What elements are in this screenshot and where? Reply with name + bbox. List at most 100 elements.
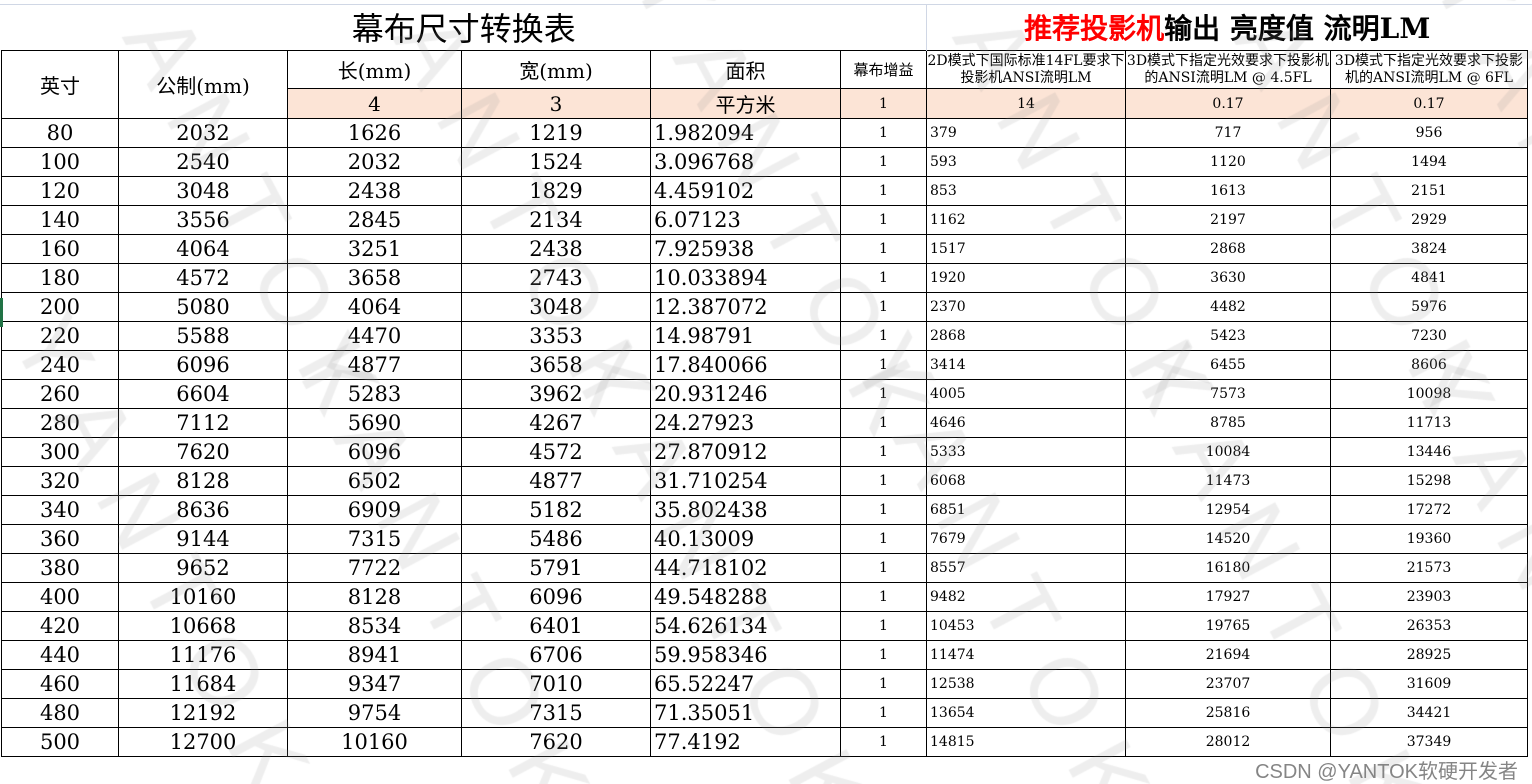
header-area[interactable]: 面积 xyxy=(650,50,841,89)
cell-lumens-3d-4.5fl[interactable]: 16180 xyxy=(1125,553,1331,583)
cell-gain[interactable]: 1 xyxy=(840,553,927,583)
cell-width[interactable]: 6706 xyxy=(461,640,651,670)
cell-area[interactable]: 27.870912 xyxy=(650,437,841,467)
cell-lumens-3d-6fl[interactable]: 21573 xyxy=(1330,553,1528,583)
cell-length[interactable]: 5690 xyxy=(287,408,462,438)
cell-area[interactable]: 17.840066 xyxy=(650,350,841,380)
header-3d-lumens-6fl[interactable]: 3D模式下指定光效要求下投影机的ANSI流明LM @ 6FL xyxy=(1330,50,1528,89)
cell-gain[interactable]: 1 xyxy=(840,669,927,699)
cell-area[interactable]: 71.35051 xyxy=(650,698,841,728)
cell-metric[interactable]: 3048 xyxy=(118,176,288,206)
cell-inch[interactable]: 180 xyxy=(1,263,119,293)
cell-length[interactable]: 2438 xyxy=(287,176,462,206)
cell-area[interactable]: 24.27923 xyxy=(650,408,841,438)
cell-lumens-3d-4.5fl[interactable]: 8785 xyxy=(1125,408,1331,438)
param-area-unit[interactable]: 平方米 xyxy=(650,88,841,119)
cell-lumens-2d[interactable]: 4005 xyxy=(926,379,1126,409)
cell-width[interactable]: 7315 xyxy=(461,698,651,728)
cell-width[interactable]: 4267 xyxy=(461,408,651,438)
cell-area[interactable]: 65.52247 xyxy=(650,669,841,699)
cell-lumens-2d[interactable]: 12538 xyxy=(926,669,1126,699)
cell-metric[interactable]: 7620 xyxy=(118,437,288,467)
cell-inch[interactable]: 320 xyxy=(1,466,119,496)
cell-length[interactable]: 2032 xyxy=(287,147,462,177)
cell-gain[interactable]: 1 xyxy=(840,611,927,641)
cell-length[interactable]: 4877 xyxy=(287,350,462,380)
param-2d-fl[interactable]: 14 xyxy=(926,88,1126,119)
cell-metric[interactable]: 5080 xyxy=(118,292,288,322)
cell-lumens-2d[interactable]: 3414 xyxy=(926,350,1126,380)
cell-gain[interactable]: 1 xyxy=(840,205,927,235)
cell-metric[interactable]: 10668 xyxy=(118,611,288,641)
cell-lumens-3d-6fl[interactable]: 956 xyxy=(1330,118,1528,148)
cell-width[interactable]: 3048 xyxy=(461,292,651,322)
cell-metric[interactable]: 4572 xyxy=(118,263,288,293)
cell-gain[interactable]: 1 xyxy=(840,727,927,757)
cell-inch[interactable]: 460 xyxy=(1,669,119,699)
cell-gain[interactable]: 1 xyxy=(840,582,927,612)
cell-lumens-2d[interactable]: 379 xyxy=(926,118,1126,148)
cell-length[interactable]: 8534 xyxy=(287,611,462,641)
cell-lumens-2d[interactable]: 10453 xyxy=(926,611,1126,641)
param-gain[interactable]: 1 xyxy=(840,88,927,119)
cell-inch[interactable]: 120 xyxy=(1,176,119,206)
param-3d-efficiency-6[interactable]: 0.17 xyxy=(1330,88,1528,119)
cell-metric[interactable]: 10160 xyxy=(118,582,288,612)
cell-lumens-3d-6fl[interactable]: 19360 xyxy=(1330,524,1528,554)
cell-lumens-3d-4.5fl[interactable]: 717 xyxy=(1125,118,1331,148)
cell-lumens-2d[interactable]: 593 xyxy=(926,147,1126,177)
cell-metric[interactable]: 9652 xyxy=(118,553,288,583)
cell-width[interactable]: 5791 xyxy=(461,553,651,583)
sheet-title[interactable]: 幕布尺寸转换表 xyxy=(1,4,927,51)
cell-area[interactable]: 6.07123 xyxy=(650,205,841,235)
cell-length[interactable]: 6909 xyxy=(287,495,462,525)
cell-length[interactable]: 9347 xyxy=(287,669,462,699)
cell-area[interactable]: 40.13009 xyxy=(650,524,841,554)
cell-area[interactable]: 12.387072 xyxy=(650,292,841,322)
cell-lumens-3d-4.5fl[interactable]: 2868 xyxy=(1125,234,1331,264)
cell-inch[interactable]: 160 xyxy=(1,234,119,264)
cell-metric[interactable]: 3556 xyxy=(118,205,288,235)
cell-area[interactable]: 77.4192 xyxy=(650,727,841,757)
cell-length[interactable]: 4470 xyxy=(287,321,462,351)
cell-metric[interactable]: 6604 xyxy=(118,379,288,409)
cell-lumens-3d-4.5fl[interactable]: 3630 xyxy=(1125,263,1331,293)
cell-gain[interactable]: 1 xyxy=(840,466,927,496)
cell-gain[interactable]: 1 xyxy=(840,118,927,148)
cell-lumens-3d-4.5fl[interactable]: 7573 xyxy=(1125,379,1331,409)
cell-lumens-3d-6fl[interactable]: 5976 xyxy=(1330,292,1528,322)
cell-width[interactable]: 5182 xyxy=(461,495,651,525)
header-3d-lumens-4.5fl[interactable]: 3D模式下指定光效要求下投影机的ANSI流明LM @ 4.5FL xyxy=(1125,50,1331,89)
cell-width[interactable]: 2134 xyxy=(461,205,651,235)
cell-gain[interactable]: 1 xyxy=(840,321,927,351)
brightness-title[interactable]: 推荐投影机输出 亮度值 流明LM xyxy=(927,4,1528,51)
cell-area[interactable]: 54.626134 xyxy=(650,611,841,641)
cell-lumens-2d[interactable]: 6068 xyxy=(926,466,1126,496)
cell-metric[interactable]: 8128 xyxy=(118,466,288,496)
cell-lumens-2d[interactable]: 5333 xyxy=(926,437,1126,467)
cell-lumens-3d-4.5fl[interactable]: 17927 xyxy=(1125,582,1331,612)
cell-inch[interactable]: 260 xyxy=(1,379,119,409)
cell-gain[interactable]: 1 xyxy=(840,263,927,293)
cell-lumens-3d-4.5fl[interactable]: 21694 xyxy=(1125,640,1331,670)
cell-lumens-3d-6fl[interactable]: 10098 xyxy=(1330,379,1528,409)
cell-lumens-2d[interactable]: 7679 xyxy=(926,524,1126,554)
cell-length[interactable]: 4064 xyxy=(287,292,462,322)
cell-length[interactable]: 10160 xyxy=(287,727,462,757)
cell-lumens-3d-6fl[interactable]: 17272 xyxy=(1330,495,1528,525)
cell-lumens-3d-6fl[interactable]: 15298 xyxy=(1330,466,1528,496)
header-2d-lumens[interactable]: 2D模式下国际标准14FL要求下投影机ANSI流明LM xyxy=(926,50,1126,89)
cell-area[interactable]: 31.710254 xyxy=(650,466,841,496)
cell-area[interactable]: 59.958346 xyxy=(650,640,841,670)
cell-metric[interactable]: 5588 xyxy=(118,321,288,351)
cell-width[interactable]: 1524 xyxy=(461,147,651,177)
cell-width[interactable]: 6401 xyxy=(461,611,651,641)
cell-width[interactable]: 6096 xyxy=(461,582,651,612)
cell-gain[interactable]: 1 xyxy=(840,408,927,438)
param-width-ratio[interactable]: 3 xyxy=(461,88,651,119)
cell-lumens-2d[interactable]: 2868 xyxy=(926,321,1126,351)
cell-inch[interactable]: 400 xyxy=(1,582,119,612)
cell-length[interactable]: 3658 xyxy=(287,263,462,293)
cell-gain[interactable]: 1 xyxy=(840,147,927,177)
header-gain[interactable]: 幕布增益 xyxy=(840,50,927,89)
